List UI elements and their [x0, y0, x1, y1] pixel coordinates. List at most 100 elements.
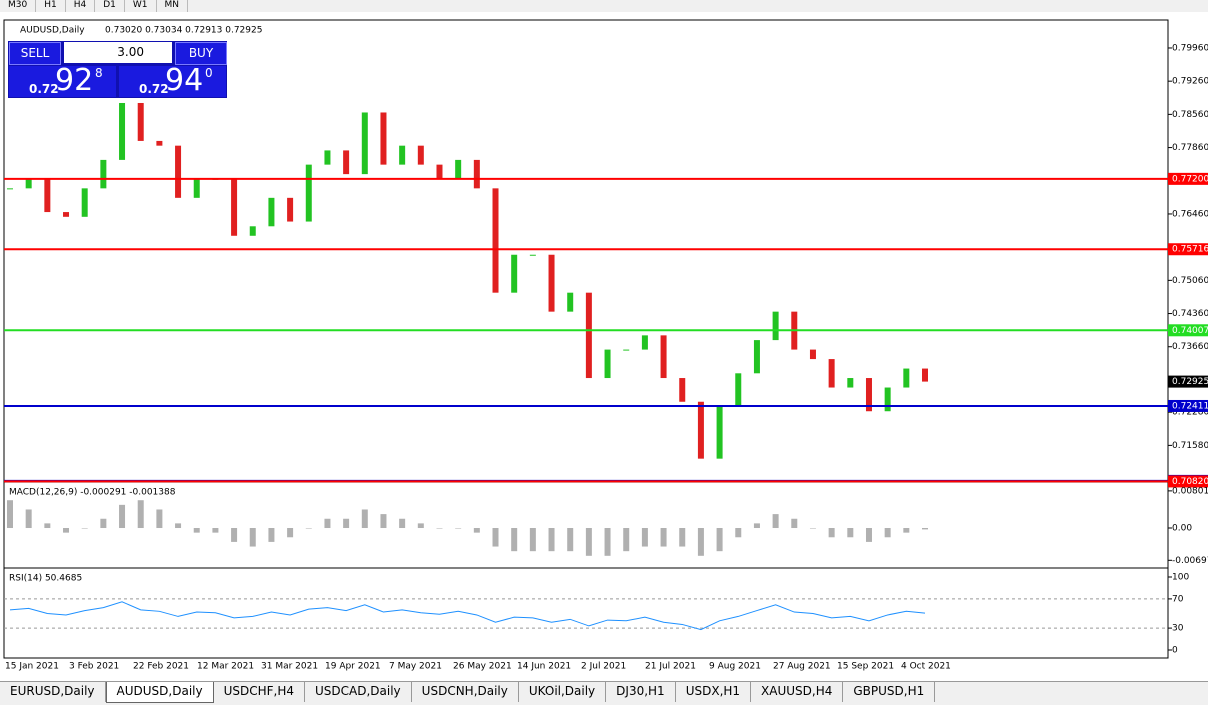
y-tick-label: 0.72280 — [1172, 408, 1208, 418]
candle — [772, 311, 779, 341]
buy-button[interactable]: BUY — [175, 42, 227, 65]
candle — [511, 254, 518, 293]
candle — [343, 150, 350, 175]
y-tick-label: 0.00 — [1172, 524, 1192, 534]
candle — [716, 406, 723, 459]
level-label: 0.72411 — [1172, 401, 1208, 411]
timeframe-button[interactable]: MN — [157, 0, 188, 12]
chart-tab[interactable]: GBPUSD,H1 — [843, 682, 936, 702]
timeframe-button[interactable]: D1 — [95, 0, 125, 12]
macd-bar — [697, 528, 704, 556]
ask-main: 94 — [165, 63, 204, 98]
lots: 3.00 — [117, 45, 144, 59]
candle — [361, 112, 368, 175]
macd-bar — [735, 528, 742, 538]
bid[interactable]: 0.72 92 8 — [9, 63, 116, 98]
macd-bar — [641, 528, 648, 547]
chart-tab[interactable]: USDCHF,H4 — [214, 682, 306, 702]
timeframe-toolbar: M30 H1 H4 D1 W1 MN — [0, 0, 1208, 12]
macd-bar — [137, 500, 144, 529]
macd-bar — [399, 518, 406, 529]
macd-bar — [417, 523, 424, 529]
y-tick-label: 0.76460 — [1172, 209, 1208, 219]
macd-bar — [884, 528, 891, 538]
macd-bar — [492, 528, 499, 547]
macd-bar — [567, 528, 574, 552]
x-tick-label: 12 Mar 2021 — [197, 662, 254, 672]
macd-bar — [305, 528, 312, 529]
candle — [436, 164, 443, 179]
macd-bar — [455, 528, 462, 529]
x-tick-label: 21 Jul 2021 — [645, 662, 696, 672]
candle — [7, 188, 13, 190]
candle — [193, 178, 200, 198]
candle — [25, 178, 32, 189]
candle — [641, 335, 648, 350]
level-tag — [1168, 172, 1208, 185]
candle — [567, 292, 574, 312]
chart-tab[interactable]: UKOil,Daily — [519, 682, 607, 702]
chart-tab[interactable]: USDCNH,Daily — [412, 682, 519, 702]
timeframe-button[interactable]: M30 — [0, 0, 37, 12]
bid-big: 0.72 — [29, 82, 59, 96]
macd-bar — [268, 528, 275, 542]
macd-bar — [100, 518, 107, 529]
macd-bar — [847, 528, 854, 538]
timeframe-button[interactable]: W1 — [125, 0, 157, 12]
bid-frac: 8 — [95, 66, 103, 80]
candle — [100, 159, 107, 189]
y-tick-label: 0.74360 — [1172, 309, 1208, 319]
chart-tab[interactable]: EURUSD,Daily — [0, 682, 106, 702]
macd-bar — [473, 528, 480, 533]
chart-tab[interactable]: AUDUSD,Daily — [105, 682, 214, 703]
ask[interactable]: 0.72 94 0 — [119, 63, 226, 98]
sell-button[interactable]: SELL — [9, 42, 61, 65]
x-tick-label: 26 May 2021 — [453, 662, 512, 672]
chart-tab[interactable]: XAUUSD,H4 — [751, 682, 844, 702]
candle — [380, 112, 387, 165]
candle — [63, 212, 70, 217]
timeframe-button[interactable]: H1 — [36, 0, 66, 12]
bid-main: 92 — [55, 63, 94, 98]
macd-bar — [753, 523, 760, 529]
candle — [884, 387, 891, 412]
y-tick-label: -0.00697 — [1172, 556, 1208, 566]
lots-input[interactable]: 3.00 — [64, 42, 172, 63]
macd-bar — [249, 528, 256, 547]
candle — [81, 188, 88, 217]
chart-tab[interactable]: USDX,H1 — [676, 682, 752, 702]
chart-tab[interactable]: DJ30,H1 — [606, 682, 676, 702]
rsi-label: RSI(14) 50.4685 — [9, 574, 82, 584]
candle — [735, 373, 742, 407]
macd-bar — [511, 528, 518, 552]
candle — [455, 159, 462, 179]
one-click-trade: SELL 3.00 BUY 0.72 92 8 0.72 94 0 — [8, 41, 227, 98]
candle — [809, 349, 816, 360]
price-tag — [1168, 375, 1208, 388]
macd-label: MACD(12,26,9) -0.000291 -0.001388 — [9, 488, 176, 498]
macd-bar — [585, 528, 592, 556]
macd-bar — [193, 528, 200, 533]
macd-bar — [529, 528, 536, 552]
candle — [697, 401, 704, 459]
level-label: 0.75716 — [1172, 245, 1208, 255]
price-label: 0.72925 — [1172, 377, 1208, 387]
candle — [548, 254, 555, 312]
x-tick-label: 15 Jan 2021 — [5, 662, 59, 672]
candle — [828, 359, 835, 388]
x-tick-label: 19 Apr 2021 — [325, 662, 381, 672]
candle — [753, 340, 760, 374]
candle — [156, 140, 163, 146]
chart-window: AUDUSD,Daily 0.73020 0.73034 0.72913 0.7… — [3, 19, 1208, 672]
y-tick-label: 0.79260 — [1172, 77, 1208, 87]
candle — [417, 145, 424, 165]
x-tick-label: 15 Sep 2021 — [837, 662, 894, 672]
macd-bar — [231, 528, 238, 542]
timeframe-button[interactable]: H4 — [66, 0, 96, 12]
y-tick-label: 0.75060 — [1172, 276, 1208, 286]
chart-tab[interactable]: USDCAD,Daily — [305, 682, 412, 702]
macd-bar — [716, 528, 723, 552]
candle — [324, 150, 331, 165]
chart-tabs: EURUSD,Daily AUDUSD,Daily USDCHF,H4 USDCAD,… — [0, 681, 1208, 705]
candle — [660, 335, 667, 379]
